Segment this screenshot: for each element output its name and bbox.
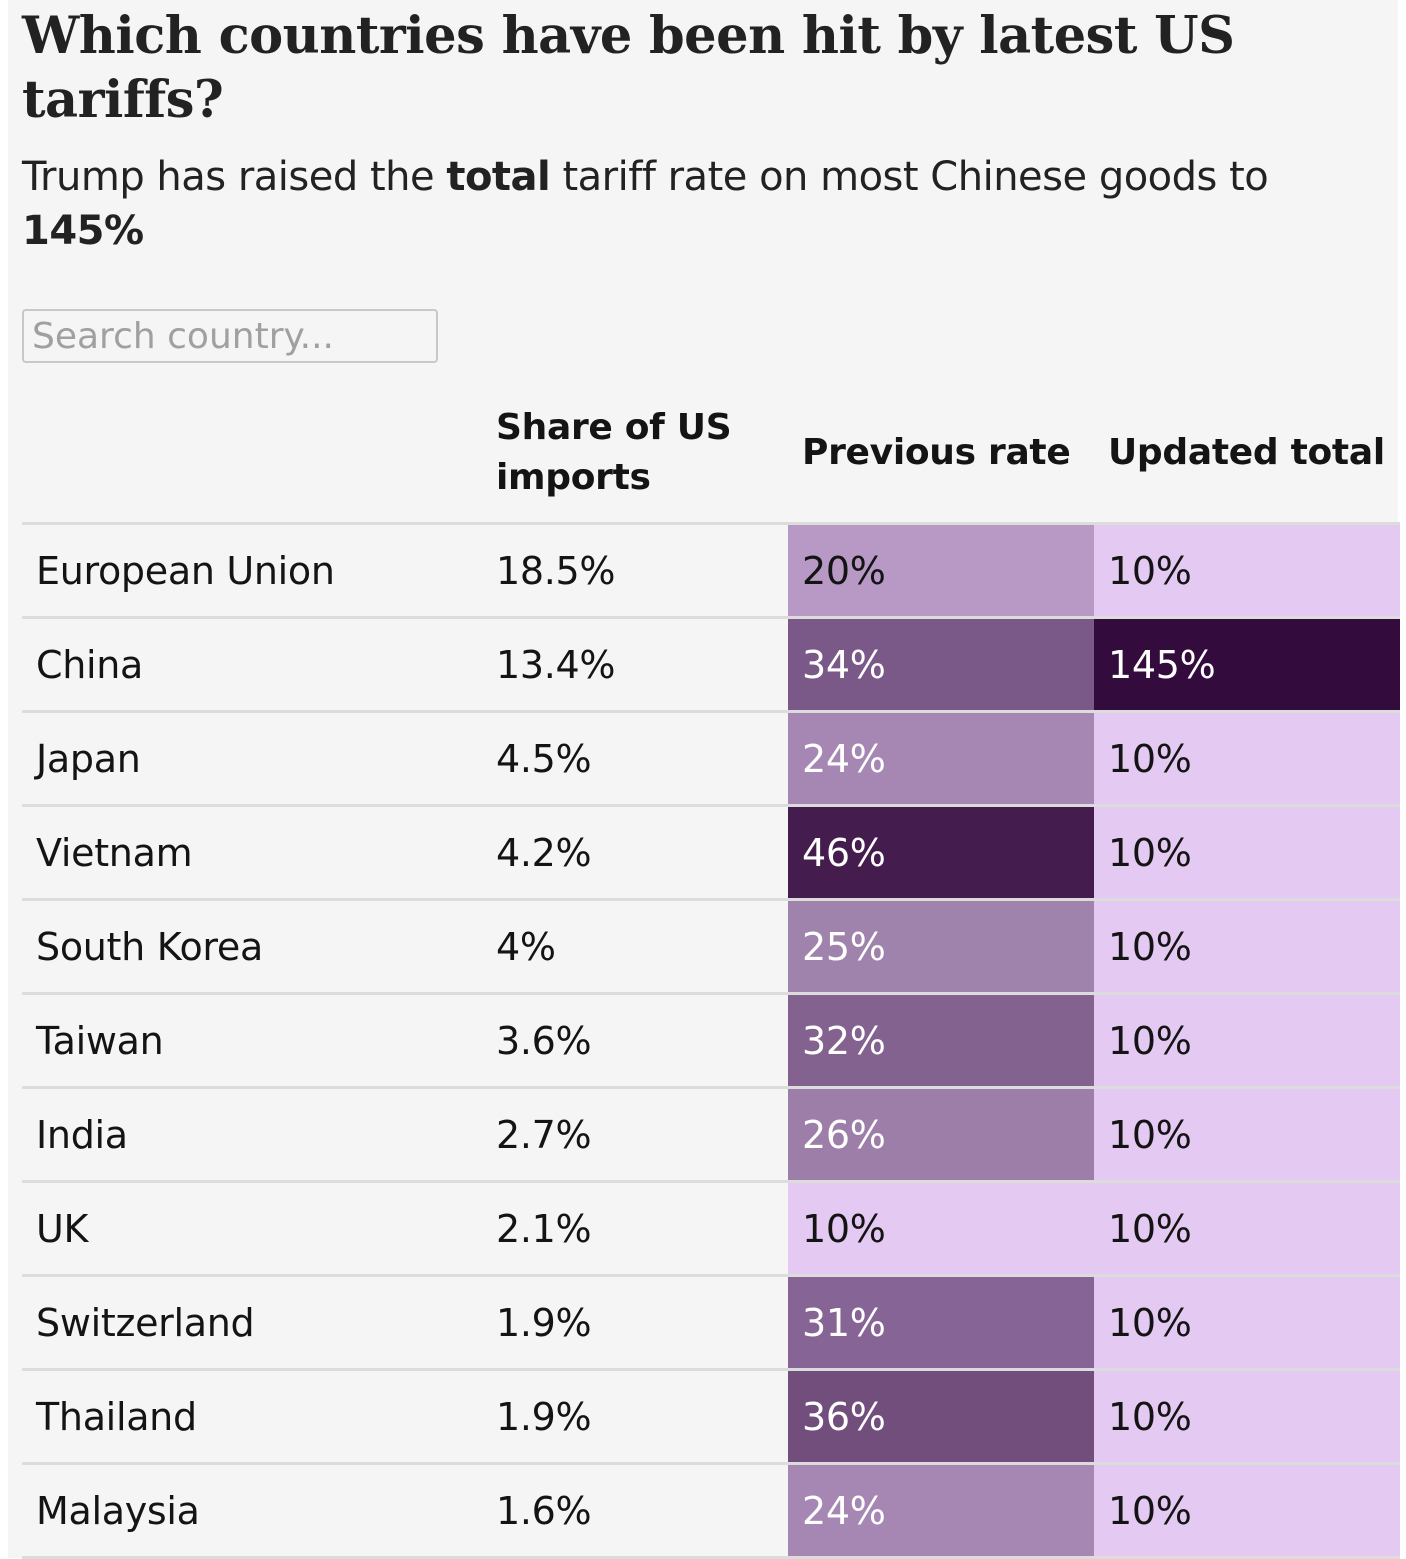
updated-total-cell: 10%	[1094, 898, 1400, 994]
subtitle-bold-rate: 145%	[22, 208, 144, 254]
share-cell: 13.4%	[482, 616, 788, 712]
header-updated-total[interactable]: Updated total	[1108, 432, 1385, 473]
table-row: Japan 4.5% 24% 10%	[22, 710, 1400, 806]
country-cell: European Union	[22, 522, 482, 618]
table-row: South Korea 4% 25% 10%	[22, 898, 1400, 994]
previous-rate-cell: 36%	[788, 1368, 1094, 1464]
subtitle: Trump has raised the total tariff rate o…	[22, 150, 1392, 258]
updated-total-cell: 10%	[1094, 1086, 1400, 1182]
country-cell: Japan	[22, 710, 482, 806]
country-cell: UK	[22, 1180, 482, 1276]
subtitle-bold-total: total	[446, 154, 551, 200]
previous-rate-cell: 10%	[788, 1180, 1094, 1276]
country-cell: India	[22, 1086, 482, 1182]
previous-rate-cell: 24%	[788, 1462, 1094, 1559]
table-row: India 2.7% 26% 10%	[22, 1086, 1400, 1182]
updated-total-cell: 145%	[1094, 616, 1400, 712]
updated-total-cell: 10%	[1094, 1462, 1400, 1559]
share-cell: 1.9%	[482, 1274, 788, 1370]
country-cell: Thailand	[22, 1368, 482, 1464]
table-row: Thailand 1.9% 36% 10%	[22, 1368, 1400, 1464]
previous-rate-cell: 20%	[788, 522, 1094, 618]
updated-total-cell: 10%	[1094, 992, 1400, 1088]
previous-rate-cell: 26%	[788, 1086, 1094, 1182]
updated-total-cell: 10%	[1094, 1180, 1400, 1276]
table-row: China 13.4% 34% 145%	[22, 616, 1400, 712]
subtitle-text-1: Trump has raised the	[22, 154, 447, 200]
header-share-of-us-imports[interactable]: Share of US imports	[496, 407, 732, 498]
table-row: Malaysia 1.6% 24% 10%	[22, 1462, 1400, 1559]
previous-rate-cell: 25%	[788, 898, 1094, 994]
share-cell: 1.9%	[482, 1368, 788, 1464]
table-row: European Union 18.5% 20% 10%	[22, 522, 1400, 618]
country-cell: Malaysia	[22, 1462, 482, 1559]
country-cell: Taiwan	[22, 992, 482, 1088]
share-cell: 2.1%	[482, 1180, 788, 1276]
previous-rate-cell: 31%	[788, 1274, 1094, 1370]
previous-rate-cell: 24%	[788, 710, 1094, 806]
share-cell: 3.6%	[482, 992, 788, 1088]
share-cell: 2.7%	[482, 1086, 788, 1182]
header-previous-rate[interactable]: Previous rate	[802, 432, 1071, 473]
country-cell: China	[22, 616, 482, 712]
updated-total-cell: 10%	[1094, 710, 1400, 806]
previous-rate-cell: 32%	[788, 992, 1094, 1088]
previous-rate-cell: 46%	[788, 804, 1094, 900]
updated-total-cell: 10%	[1094, 804, 1400, 900]
table-row: UK 2.1% 10% 10%	[22, 1180, 1400, 1276]
share-cell: 4.2%	[482, 804, 788, 900]
previous-rate-cell: 34%	[788, 616, 1094, 712]
graphic-panel: Which countries have been hit by latest …	[8, 0, 1400, 1559]
country-cell: Vietnam	[22, 804, 482, 900]
table-row: Switzerland 1.9% 31% 10%	[22, 1274, 1400, 1370]
tariff-table: Share of US imports Previous rate Update…	[22, 384, 1400, 1559]
share-cell: 4.5%	[482, 710, 788, 806]
table-header-row: Share of US imports Previous rate Update…	[22, 384, 1400, 524]
share-cell: 18.5%	[482, 522, 788, 618]
table-row: Vietnam 4.2% 46% 10%	[22, 804, 1400, 900]
search-country-input[interactable]	[22, 309, 438, 363]
country-cell: South Korea	[22, 898, 482, 994]
country-cell: Switzerland	[22, 1274, 482, 1370]
share-cell: 4%	[482, 898, 788, 994]
updated-total-cell: 10%	[1094, 1274, 1400, 1370]
updated-total-cell: 10%	[1094, 1368, 1400, 1464]
updated-total-cell: 10%	[1094, 522, 1400, 618]
share-cell: 1.6%	[482, 1462, 788, 1559]
table-row: Taiwan 3.6% 32% 10%	[22, 992, 1400, 1088]
header-country[interactable]	[22, 384, 482, 524]
subtitle-text-2: tariff rate on most Chinese goods to	[550, 154, 1269, 200]
table-body: European Union 18.5% 20% 10% China 13.4% 34% 14…	[22, 522, 1400, 1559]
page-title: Which countries have been hit by latest …	[22, 6, 1235, 130]
